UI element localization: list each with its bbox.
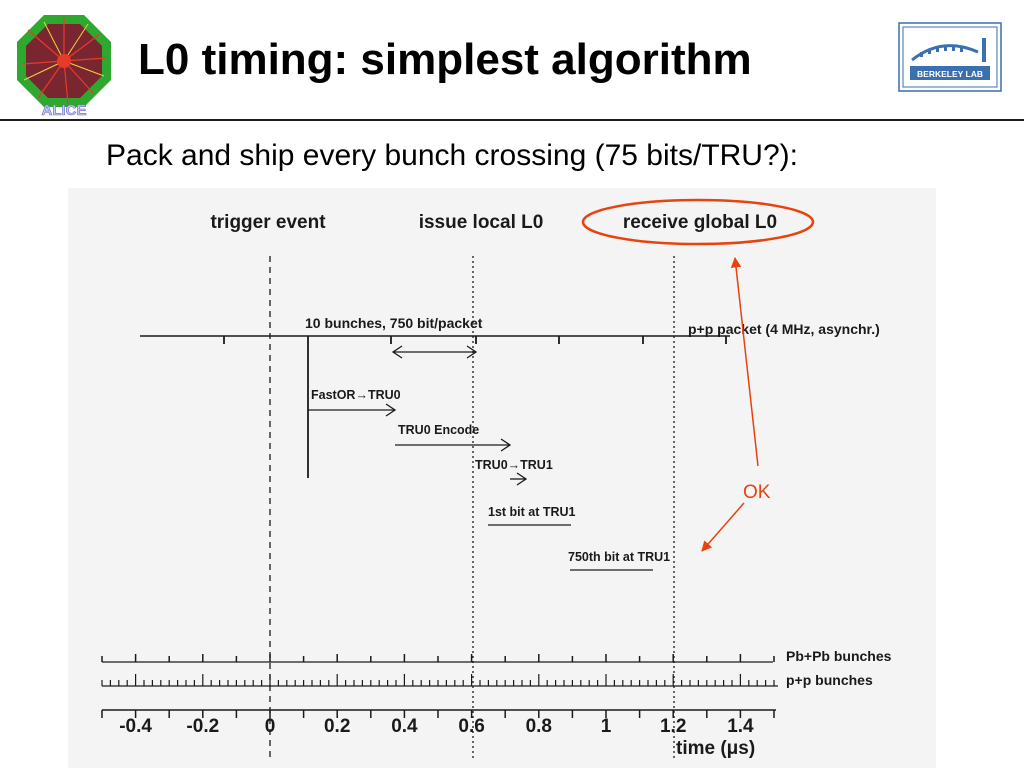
time-axis-tick-label: 1 [601,716,612,737]
ok-label: OK [743,482,771,503]
step-last-bit-label: 750th bit at TRU1 [568,550,670,564]
subtitle: Pack and ship every bunch crossing (75 b… [106,139,798,172]
time-axis-tick-label: 0.6 [458,716,484,737]
packet-span-arrowhead-right [466,345,478,359]
packet-span-arrowhead-left [391,345,403,359]
alice-logo-text: ALICE [42,102,87,116]
time-axis-tick-label: 1.2 [660,716,686,737]
berkeley-lab-logo: BERKELEY LAB [898,22,1002,92]
header-receive-global-l0: receive global L0 [623,212,777,233]
ok-arrow-up [730,256,759,467]
pp-packet-label: p+p packet (4 MHz, asynchr.) [688,321,880,337]
step-encode-arrowhead [500,438,512,452]
time-axis-tick-label: 1.4 [727,716,754,737]
time-axis-tick-label: 0.4 [391,716,418,737]
header-issue-local-l0: issue local L0 [419,212,544,233]
time-axis-tick-label: 0.2 [324,716,350,737]
step-first-bit-label: 1st bit at TRU1 [488,505,576,519]
step-encode-label: TRU0 Encode [398,423,479,437]
alice-logo: ALICE [17,15,111,116]
timing-diagram: trigger event issue local L0 receive glo… [68,188,936,768]
step-tru-transfer-arrowhead [516,472,528,486]
time-axis-tick-label: 0 [265,716,276,737]
pp-bunch-label: p+p bunches [786,672,873,688]
pbpb-bunch-label: Pb+Pb bunches [786,648,892,664]
page-title: L0 timing: simplest algorithm [138,35,752,84]
time-axis-title: time (μs) [676,738,755,759]
packet-size-label: 10 bunches, 750 bit/packet [305,315,483,331]
highlight-ellipse [581,198,815,246]
title-divider [0,119,1024,121]
time-axis-tick-label: -0.4 [119,716,152,737]
step-fastor-label: FastOR→TRU0 [311,388,401,402]
header-trigger-event: trigger event [210,212,326,233]
step-tru-transfer-label: TRU0→TRU1 [475,458,553,472]
time-axis-tick-label: -0.2 [186,716,219,737]
berkeley-logo-text: BERKELEY LAB [917,69,983,79]
ok-arrow-down [701,502,745,552]
step-fastor-arrowhead [385,403,397,417]
time-axis-tick-label: 0.8 [526,716,552,737]
